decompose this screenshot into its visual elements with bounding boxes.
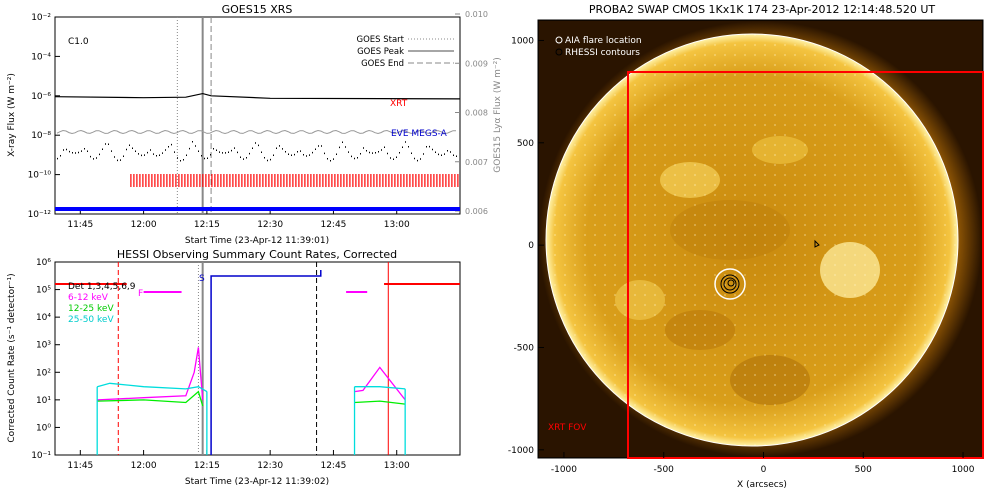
goes-x-ticks: 11:45 12:00 12:15 12:30 12:45 13:00 <box>67 209 410 230</box>
goes-x-tick-label: 12:00 <box>131 220 157 230</box>
hessi-y-label: Corrected Count Rate (s⁻¹ detector⁻¹) <box>7 273 17 442</box>
goes-short-series <box>57 140 457 162</box>
hessi-title: HESSI Observing Summary Count Rates, Cor… <box>117 248 397 261</box>
hessi-x-label: Start Time (23-Apr-12 11:39:02) <box>185 477 329 487</box>
hessi-y-tick-label: 10⁶ <box>36 258 51 268</box>
hessi-series <box>55 262 460 455</box>
goes-plot-frame <box>54 16 461 215</box>
swap-y-tick-label: 500 <box>517 139 534 149</box>
hessi-x-tick-label: 13:00 <box>384 461 410 471</box>
goes-title: GOES15 XRS <box>222 3 293 16</box>
swap-x-tick-label: 1000 <box>952 465 975 475</box>
goes-y2-tick-label: 0.007 <box>465 158 488 167</box>
goes-y-tick-label: 10⁻⁴ <box>31 52 51 62</box>
hessi-y-tick-label: 10⁻¹ <box>31 451 51 461</box>
goes-y2-label: GOES15 Lyα Flux (W m⁻²) <box>493 57 503 173</box>
swap-y-tick-label: -1000 <box>508 446 534 456</box>
hessi-legend-6-12: 6-12 keV <box>68 293 109 303</box>
goes-y-tick-label: 10⁻⁸ <box>31 131 51 141</box>
goes-y-label: X-ray Flux (W m⁻²) <box>7 73 17 157</box>
hessi-x-tick-label: 12:15 <box>194 461 220 471</box>
swap-title: PROBA2 SWAP CMOS 1Kx1K 174 23-Apr-2012 1… <box>589 3 936 16</box>
xrt-series <box>130 174 459 187</box>
hessi-y-tick-label: 10⁴ <box>36 313 51 323</box>
swap-legend-aia: AIA flare location <box>565 36 642 46</box>
hessi-series-2 <box>97 390 406 407</box>
goes-long-series <box>54 92 461 100</box>
goes-eve-label: EVE MEGS-A <box>391 129 448 139</box>
swap-legend-rhessi: RHESSI contours <box>565 48 640 58</box>
swap-x-tick-label: -500 <box>653 465 674 475</box>
swap-x-ticks: -1000 -500 0 500 1000 <box>551 452 975 475</box>
hessi-x-tick-label: 11:45 <box>67 461 93 471</box>
hessi-saa-bar <box>210 270 322 455</box>
goes-y-tick-label: 10⁻¹⁰ <box>28 171 52 181</box>
sun-features <box>546 34 958 446</box>
swap-x-tick-label: -1000 <box>551 465 577 475</box>
hessi-y-ticks: 10⁻¹ 10⁰ 10¹ 10² 10³ 10⁴ 10⁵ 10⁶ <box>31 258 60 461</box>
goes-series <box>54 17 461 214</box>
swap-x-label: X (arcsecs) <box>737 480 787 490</box>
hessi-x-ticks: 11:45 12:00 12:15 12:30 12:45 13:00 <box>67 450 410 471</box>
hessi-legend-25-50: 25-50 keV <box>68 315 114 325</box>
hessi-y-tick-label: 10⁵ <box>36 286 51 296</box>
swap-legend: AIA flare location RHESSI contours <box>555 36 642 58</box>
xrt-fov-box <box>627 71 984 459</box>
goes-x-tick-label: 12:45 <box>320 220 346 230</box>
swap-x-tick-label: 500 <box>855 465 872 475</box>
goes-y-tick-label: 10⁻¹² <box>28 210 52 220</box>
goes-legend-start: GOES Start <box>356 35 404 45</box>
goes-x-tick-label: 11:45 <box>67 220 93 230</box>
goes-y2-tick-label: 0.006 <box>465 207 488 216</box>
hessi-y-tick-label: 10¹ <box>36 396 51 406</box>
swap-y-tick-label: -500 <box>514 343 535 353</box>
flare-marker <box>714 268 746 300</box>
goes-legend-end: GOES End <box>361 59 404 69</box>
goes-legend-peak: GOES Peak <box>357 47 404 57</box>
hessi-legend: Det 1,3,4,5,6,9 6-12 keV 12-25 keV 25-50… <box>68 282 136 325</box>
goes-x-tick-label: 13:00 <box>384 220 410 230</box>
hessi-panel: HESSI Observing Summary Count Rates, Cor… <box>7 248 461 487</box>
hessi-series-3 <box>97 382 406 393</box>
goes-y-tick-label: 10⁻⁶ <box>31 92 51 102</box>
goes-y2-ticks: 0.006 0.007 0.008 0.009 0.010 <box>455 10 488 216</box>
swap-x-tick-label: 0 <box>761 465 767 475</box>
swap-panel: PROBA2 SWAP CMOS 1Kx1K 174 23-Apr-2012 1… <box>508 3 984 490</box>
hessi-cyan-edges <box>96 386 406 455</box>
swap-y-tick-label: 0 <box>528 241 534 251</box>
goes-legend: GOES Start GOES Peak GOES End <box>356 35 454 69</box>
goes-x-tick-label: 12:30 <box>257 220 283 230</box>
hessi-x-tick-label: 12:00 <box>131 461 157 471</box>
hessi-y-tick-label: 10² <box>36 368 51 378</box>
swap-y-ticks: -1000 -500 0 500 1000 <box>508 36 544 456</box>
goes-y-ticks: 10⁻¹² 10⁻¹⁰ 10⁻⁸ 10⁻⁶ 10⁻⁴ 10⁻² <box>28 13 60 220</box>
hessi-legend-12-25: 12-25 keV <box>68 304 114 314</box>
hessi-x-tick-label: 12:30 <box>257 461 283 471</box>
goes-y2-tick-label: 0.008 <box>465 109 488 118</box>
goes-flare-class: C1.0 <box>68 37 89 47</box>
goes-xrt-label: XRT <box>390 99 408 109</box>
goes-lya-series <box>56 129 457 135</box>
hessi-plot-frame <box>54 261 461 456</box>
hessi-series-1 <box>97 347 406 401</box>
goes-y2-tick-label: 0.010 <box>465 10 488 19</box>
goes-y2-tick-label: 0.009 <box>465 59 488 68</box>
swap-y-tick-label: 1000 <box>511 36 534 46</box>
goes-panel: GOES15 XRS C1.0 10⁻¹²10⁻¹⁰10⁻⁸10⁻⁶10⁻⁴10… <box>7 3 503 246</box>
hessi-flag-s: S <box>199 274 205 284</box>
goes-x-label: Start Time (23-Apr-12 11:39:01) <box>185 236 329 246</box>
hessi-flag-f: F <box>138 289 143 299</box>
hessi-legend-det: Det 1,3,4,5,6,9 <box>68 282 136 292</box>
hessi-y-tick-label: 10⁰ <box>36 423 51 433</box>
xrt-fov-label: XRT FOV <box>548 423 587 433</box>
hessi-y-tick-label: 10³ <box>36 341 51 351</box>
goes-x-tick-label: 12:15 <box>194 220 220 230</box>
goes-y-tick-label: 10⁻² <box>31 13 51 23</box>
hessi-x-tick-label: 12:45 <box>320 461 346 471</box>
